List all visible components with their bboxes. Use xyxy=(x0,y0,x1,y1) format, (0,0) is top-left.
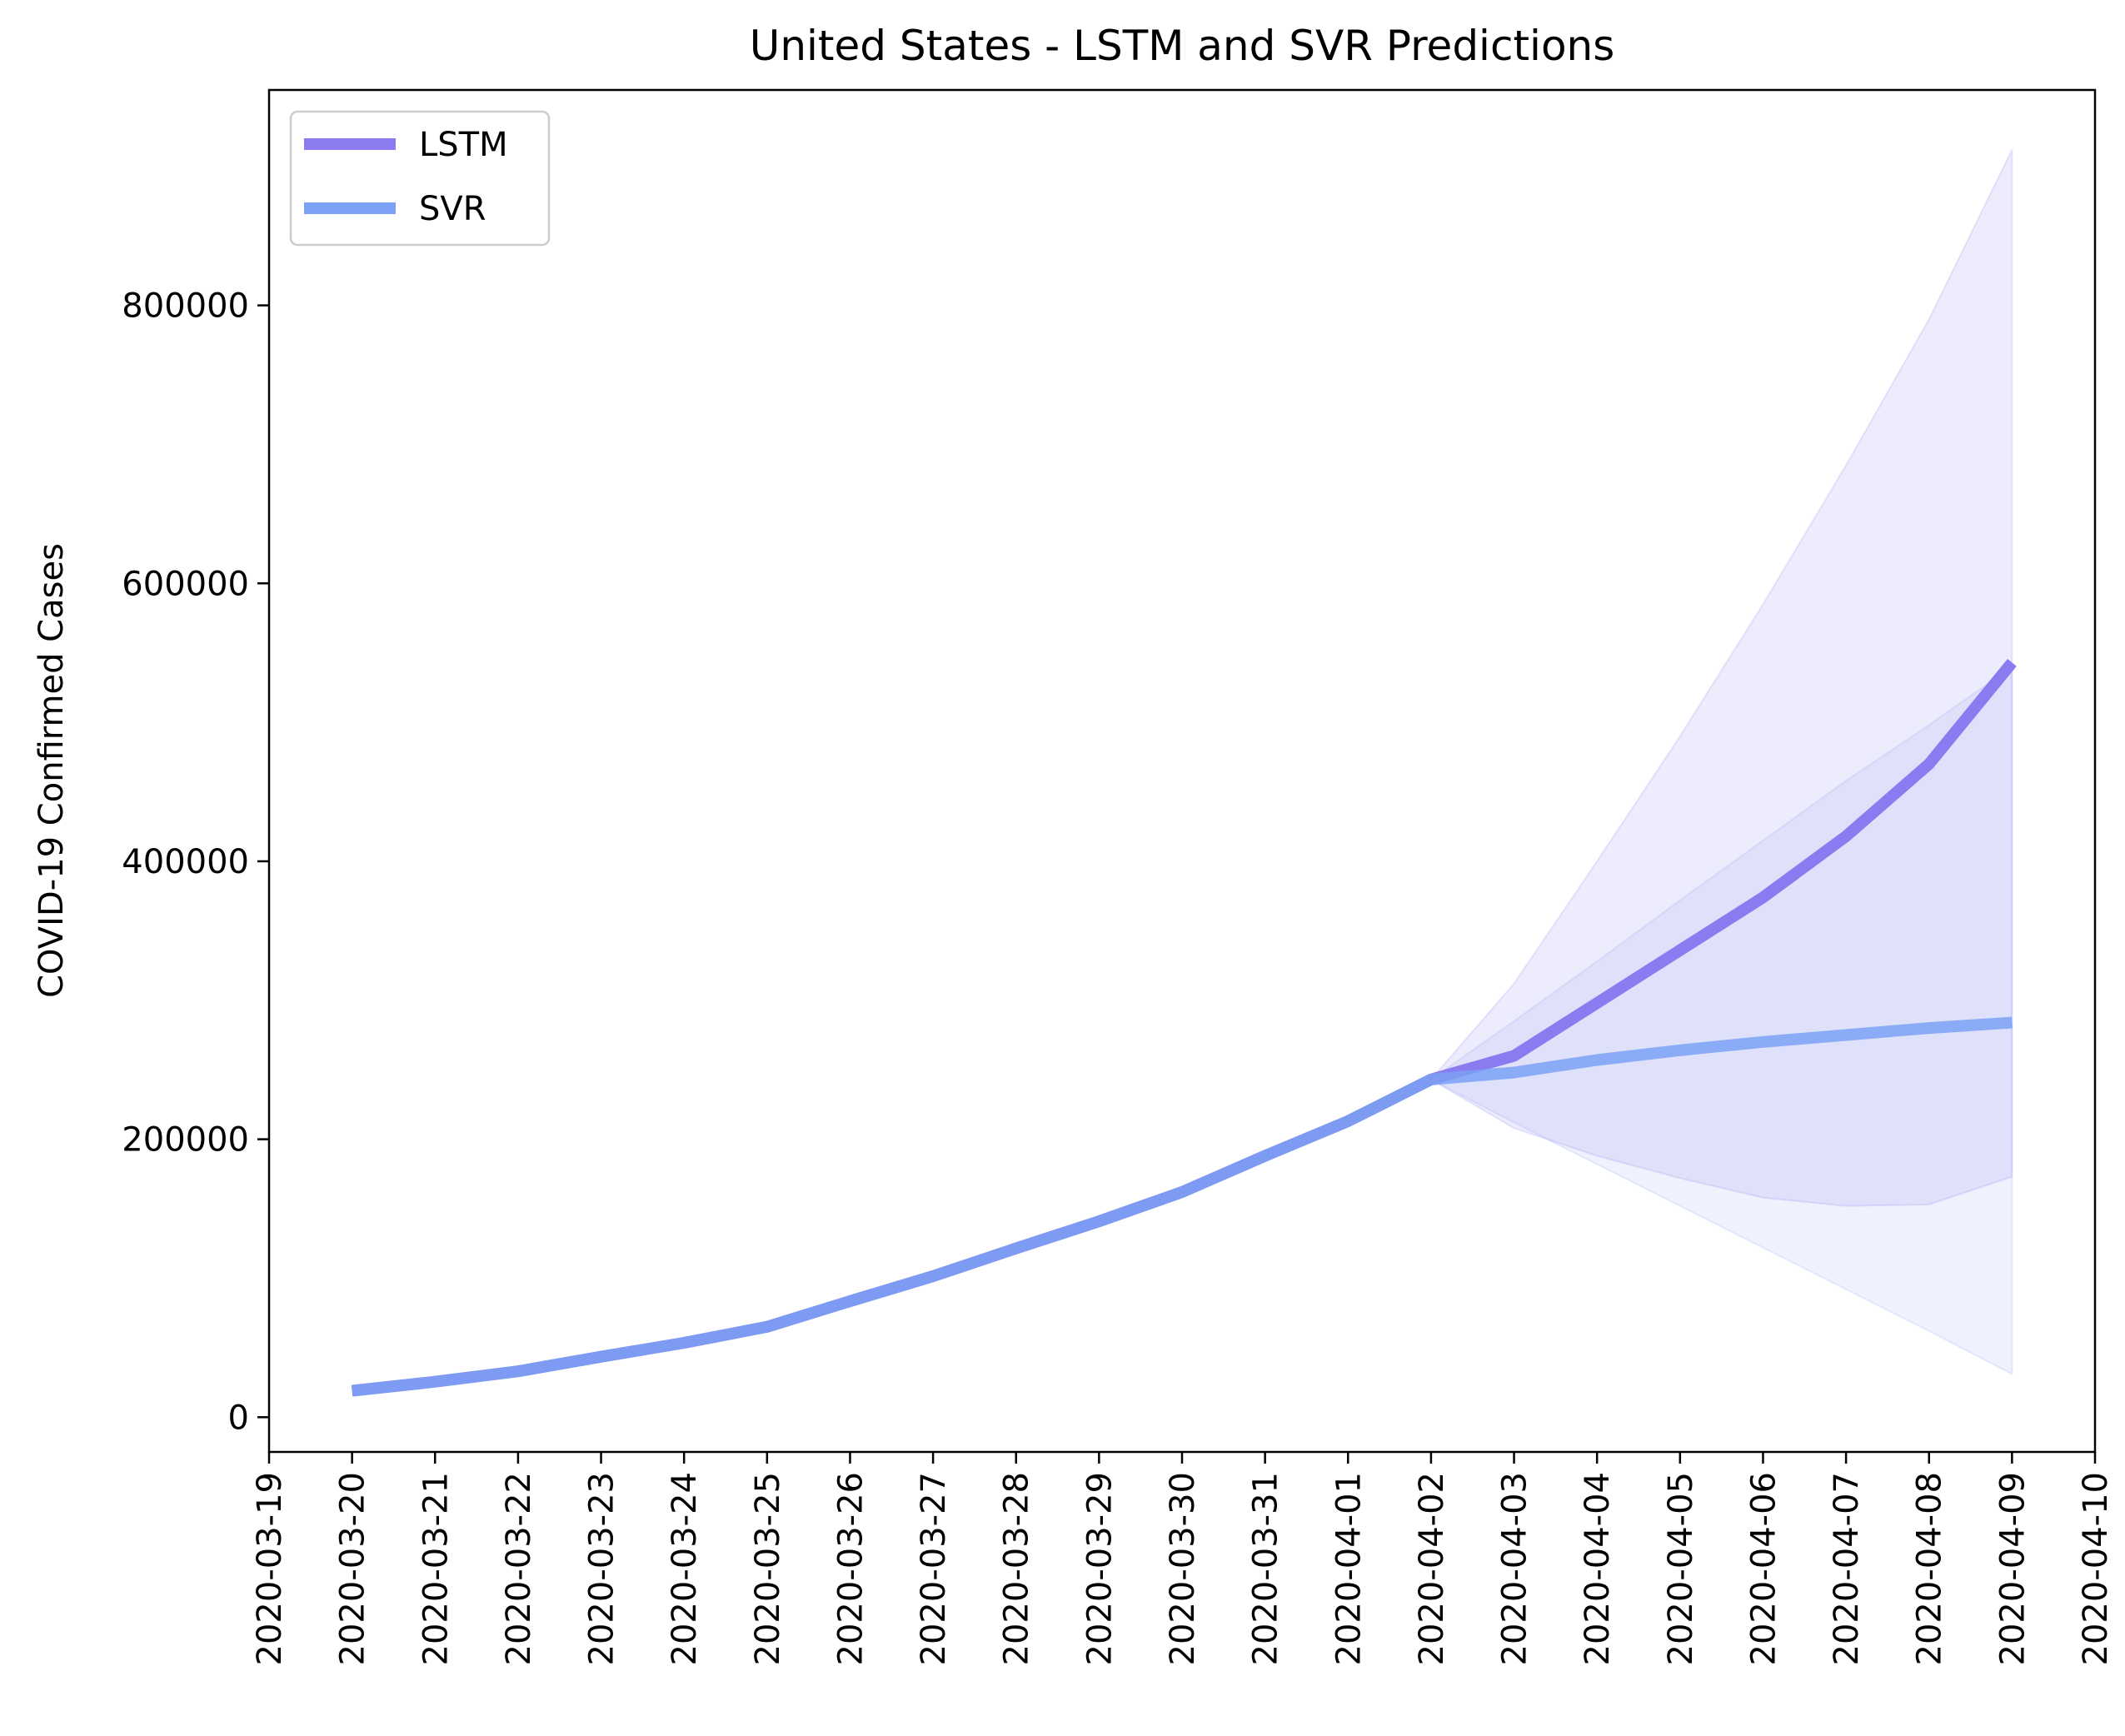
x-tick-label: 2020-04-05 xyxy=(1662,1472,1700,1665)
x-tick-label: 2020-03-26 xyxy=(832,1472,870,1665)
y-tick-label: 200000 xyxy=(122,1121,249,1160)
x-tick-label: 2020-04-04 xyxy=(1579,1472,1617,1665)
x-tick-label: 2020-04-10 xyxy=(2077,1472,2115,1665)
x-tick-label: 2020-03-21 xyxy=(417,1472,455,1665)
legend-label-lstm: LSTM xyxy=(419,126,508,164)
x-axis: 2020-03-19 2020-03-20 2020-03-21 2020-03-22… xyxy=(251,1452,2115,1665)
x-tick-label: 2020-03-24 xyxy=(666,1472,704,1665)
x-tick-label: 2020-03-27 xyxy=(915,1472,953,1665)
legend: LSTM SVR xyxy=(289,110,551,247)
x-tick-label: 2020-03-25 xyxy=(749,1472,787,1665)
x-tick-label: 2020-04-09 xyxy=(1993,1472,2032,1665)
x-tick-label: 2020-04-07 xyxy=(1828,1472,1866,1665)
chart-title: United States - LSTM and SVR Predictions xyxy=(750,22,1615,70)
y-tick-label: 0 xyxy=(228,1399,249,1437)
x-tick-label: 2020-04-08 xyxy=(1911,1472,1949,1665)
y-tick-label: 400000 xyxy=(122,843,249,881)
y-tick-label: 800000 xyxy=(122,287,249,326)
x-tick-label: 2020-03-23 xyxy=(583,1472,621,1665)
x-tick-label: 2020-03-31 xyxy=(1247,1472,1285,1665)
x-tick-label: 2020-03-30 xyxy=(1164,1472,1202,1665)
x-tick-label: 2020-04-01 xyxy=(1329,1472,1368,1665)
series-lines xyxy=(351,658,2017,1397)
x-tick-label: 2020-03-28 xyxy=(998,1472,1036,1665)
x-tick-label: 2020-03-20 xyxy=(334,1472,372,1665)
y-axis-label: COVID-19 Confirmed Cases xyxy=(32,543,71,998)
confidence-band-svr xyxy=(1429,665,2013,1376)
x-tick-label: 2020-04-02 xyxy=(1413,1472,1451,1665)
series-line-svr xyxy=(351,1016,2013,1397)
y-tick-label: 600000 xyxy=(122,565,249,603)
x-tick-label: 2020-03-22 xyxy=(500,1472,538,1665)
y-axis: 0 200000 400000 600000 800000 xyxy=(122,287,269,1437)
x-tick-label: 2020-03-29 xyxy=(1080,1472,1119,1665)
confidence-bands xyxy=(1429,149,2013,1376)
x-tick-label: 2020-04-06 xyxy=(1745,1472,1783,1665)
x-tick-label: 2020-03-19 xyxy=(251,1472,289,1665)
legend-label-svr: SVR xyxy=(419,190,486,228)
x-tick-label: 2020-04-03 xyxy=(1496,1472,1534,1665)
